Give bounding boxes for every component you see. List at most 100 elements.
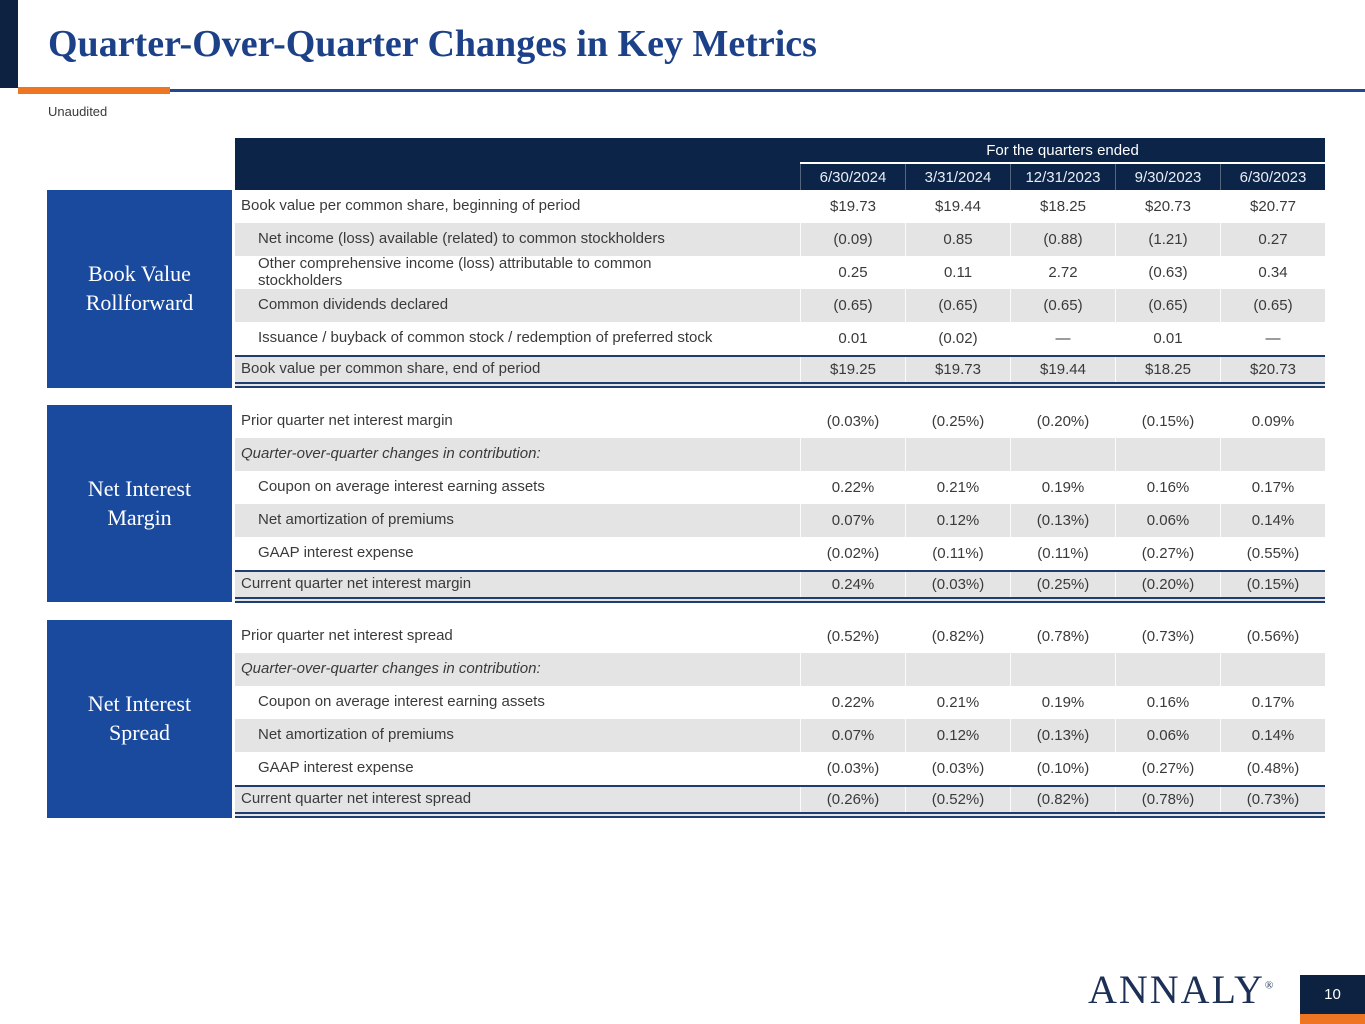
cell-value: (0.13%) — [1010, 719, 1115, 752]
cell-value — [1220, 438, 1325, 471]
cell-value: (0.11%) — [905, 537, 1010, 570]
cell-value: 0.01 — [1115, 322, 1220, 355]
cell-value: 0.17% — [1220, 686, 1325, 719]
cell-value: (0.82%) — [905, 620, 1010, 653]
cell-value — [905, 653, 1010, 686]
cell-value: (0.20%) — [1010, 405, 1115, 438]
cell-value: $19.44 — [905, 190, 1010, 223]
cell-value: 0.22% — [800, 686, 905, 719]
page-title: Quarter-Over-Quarter Changes in Key Metr… — [48, 23, 817, 65]
cell-value: (0.15%) — [1220, 572, 1325, 597]
table-row: Net amortization of premiums 0.07% 0.12% (0… — [235, 719, 1325, 752]
cell-value: (0.65) — [800, 289, 905, 322]
row-label: Coupon on average interest earning asset… — [258, 478, 545, 496]
row-label: Quarter-over-quarter changes in contribu… — [241, 445, 541, 463]
header-dates-row: 6/30/2024 3/31/2024 12/31/2023 9/30/2023 6/3… — [235, 164, 1325, 190]
cell-value: (0.11%) — [1010, 537, 1115, 570]
cell-value: 0.34 — [1220, 256, 1325, 289]
header-spacer — [235, 164, 800, 190]
cell-value: $19.25 — [800, 357, 905, 382]
row-label: Prior quarter net interest margin — [241, 412, 453, 430]
row-label: Book value per common share, end of peri… — [241, 360, 541, 378]
cell-value: (0.26%) — [800, 787, 905, 812]
cell-value: (0.03%) — [905, 752, 1010, 785]
cell-value: (0.27%) — [1115, 537, 1220, 570]
cell-value: 0.16% — [1115, 686, 1220, 719]
title-underline-blue — [170, 89, 1365, 92]
metrics-table: For the quarters ended 6/30/2024 3/31/202… — [235, 138, 1325, 835]
table-section: Prior quarter net interest margin (0.03%)… — [235, 405, 1325, 603]
footer-orange-accent — [1300, 1014, 1365, 1024]
table-row: Prior quarter net interest margin (0.03%)… — [235, 405, 1325, 438]
cell-value: $19.44 — [1010, 357, 1115, 382]
cell-value: 0.09% — [1220, 405, 1325, 438]
table-row: Quarter-over-quarter changes in contribu… — [235, 653, 1325, 686]
cell-value: 0.07% — [800, 504, 905, 537]
row-label: GAAP interest expense — [258, 544, 414, 562]
cell-value — [1010, 438, 1115, 471]
cell-value: (0.25%) — [1010, 572, 1115, 597]
registered-mark: ® — [1264, 979, 1274, 992]
table-section: Prior quarter net interest spread (0.52%)… — [235, 620, 1325, 818]
cell-value: (0.73%) — [1115, 620, 1220, 653]
cell-value — [1115, 653, 1220, 686]
table-row: Common dividends declared (0.65) (0.65) (0.… — [235, 289, 1325, 322]
table-row: Coupon on average interest earning asset… — [235, 471, 1325, 504]
cell-value: 0.14% — [1220, 504, 1325, 537]
column-header: 12/31/2023 — [1010, 164, 1115, 190]
table-row: Net income (loss) available (related) to… — [235, 223, 1325, 256]
cell-value: 0.07% — [800, 719, 905, 752]
table-section: Book value per common share, beginning o… — [235, 190, 1325, 388]
table-row: Coupon on average interest earning asset… — [235, 686, 1325, 719]
cell-value: — — [1220, 322, 1325, 355]
column-header: 6/30/2023 — [1220, 164, 1325, 190]
sidebar-net-interest-margin: Net Interest Margin — [47, 405, 232, 602]
sidebar-net-interest-spread: Net Interest Spread — [47, 620, 232, 818]
cell-value: 0.24% — [800, 572, 905, 597]
cell-value: 0.12% — [905, 719, 1010, 752]
table-row: Prior quarter net interest spread (0.52%)… — [235, 620, 1325, 653]
cell-value: $18.25 — [1115, 357, 1220, 382]
cell-value: $19.73 — [905, 357, 1010, 382]
cell-value: (0.52%) — [800, 620, 905, 653]
cell-value: (0.25%) — [905, 405, 1010, 438]
cell-value: (0.03%) — [800, 752, 905, 785]
title-underline-orange — [18, 87, 170, 94]
cell-value: (0.65) — [905, 289, 1010, 322]
cell-value: (0.15%) — [1115, 405, 1220, 438]
cell-value: 0.16% — [1115, 471, 1220, 504]
table-row: Book value per common share, end of peri… — [235, 355, 1325, 388]
cell-value — [1010, 653, 1115, 686]
row-label: Net income (loss) available (related) to… — [258, 230, 665, 248]
cell-value: 0.19% — [1010, 471, 1115, 504]
cell-value: 0.27 — [1220, 223, 1325, 256]
table-row: Issuance / buyback of common stock / red… — [235, 322, 1325, 355]
cell-value: (0.20%) — [1115, 572, 1220, 597]
header-spacer — [235, 138, 800, 164]
cell-value: (0.88) — [1010, 223, 1115, 256]
cell-value: (0.78%) — [1115, 787, 1220, 812]
table-row: Quarter-over-quarter changes in contribu… — [235, 438, 1325, 471]
cell-value — [1115, 438, 1220, 471]
cell-value: 0.06% — [1115, 719, 1220, 752]
cell-value: (1.21) — [1115, 223, 1220, 256]
table-row: GAAP interest expense (0.02%) (0.11%) (0.11… — [235, 537, 1325, 570]
table-row: Current quarter net interest spread (0.26… — [235, 785, 1325, 818]
cell-value: $20.77 — [1220, 190, 1325, 223]
corner-accent-bar — [0, 0, 18, 88]
row-label: Book value per common share, beginning o… — [241, 197, 581, 215]
annaly-wordmark: ANNALY — [1088, 967, 1265, 1012]
row-label: Prior quarter net interest spread — [241, 627, 453, 645]
row-label: Issuance / buyback of common stock / red… — [258, 329, 713, 347]
table-row: Net amortization of premiums 0.07% 0.12% (0… — [235, 504, 1325, 537]
cell-value: $20.73 — [1115, 190, 1220, 223]
cell-value: (0.82%) — [1010, 787, 1115, 812]
cell-value: (0.65) — [1010, 289, 1115, 322]
sidebar-book-value-rollforward: Book Value Rollforward — [47, 190, 232, 388]
column-header: 9/30/2023 — [1115, 164, 1220, 190]
cell-value: — — [1010, 322, 1115, 355]
cell-value: 0.01 — [800, 322, 905, 355]
cell-value: (0.03%) — [905, 572, 1010, 597]
cell-value: 0.21% — [905, 471, 1010, 504]
cell-value: (0.48%) — [1220, 752, 1325, 785]
